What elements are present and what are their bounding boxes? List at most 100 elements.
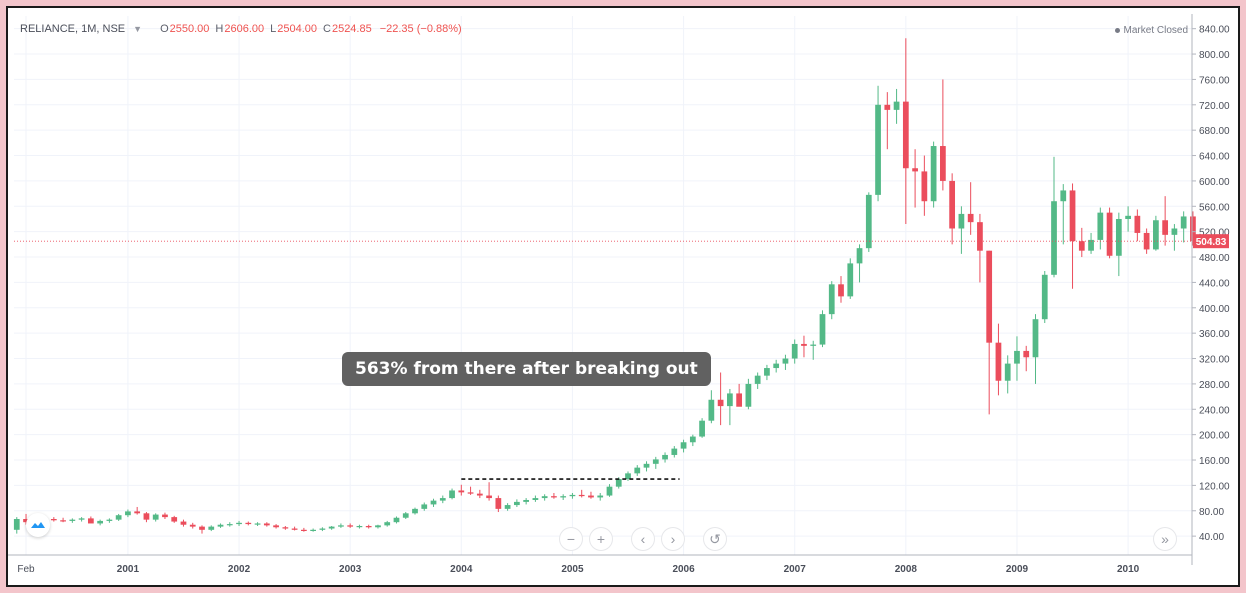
chevron-down-icon[interactable]: ▼ (133, 24, 143, 34)
time-tick-label: 2003 (339, 564, 362, 575)
double-chevron-right-icon[interactable]: » (1154, 528, 1176, 550)
candle-body (1153, 220, 1159, 250)
candle-body (1097, 212, 1104, 240)
candle-body (847, 263, 854, 297)
candle-body (1032, 319, 1039, 358)
candle-body (773, 363, 780, 369)
candle-body (662, 454, 668, 460)
candle-body (1162, 220, 1169, 235)
candle-body (189, 524, 196, 527)
status-dot-icon (1114, 27, 1120, 33)
candle-body (152, 514, 159, 520)
plus-icon[interactable]: + (590, 528, 612, 550)
candle-body (1014, 350, 1020, 364)
candle-body (856, 248, 863, 264)
candle-body (1023, 350, 1030, 358)
candle-body (1115, 218, 1122, 256)
candle-body (486, 495, 492, 499)
candle-body (263, 523, 270, 526)
price-tick-label: 440.00 (1199, 278, 1230, 289)
candle-body (430, 500, 437, 505)
time-tick-label: Feb (17, 564, 35, 575)
candle-body (115, 515, 122, 520)
price-tick-label: 240.00 (1199, 405, 1230, 416)
candle-body (412, 508, 418, 514)
candle-body (967, 213, 974, 223)
tradingview-logo-icon[interactable] (26, 513, 50, 537)
chevron-right-icon[interactable]: › (662, 528, 684, 550)
price-tick-label: 840.00 (1199, 25, 1230, 36)
close-label: C (323, 23, 331, 35)
chevron-left-icon[interactable]: ‹ (632, 528, 654, 550)
candle-body (273, 525, 279, 528)
candle-body (1041, 274, 1048, 320)
time-tick-label: 2005 (561, 564, 584, 575)
candle-body (949, 180, 956, 229)
candle-body (402, 513, 409, 518)
price-tick-label: 800.00 (1199, 50, 1230, 61)
candle-body (828, 284, 835, 315)
candle-body (1106, 212, 1113, 256)
candle-body (819, 314, 826, 345)
candle-body (912, 168, 918, 172)
candle-body (514, 501, 520, 506)
price-tick-label: 640.00 (1199, 152, 1230, 163)
candle-body (801, 343, 807, 346)
annotation-callout: 563% from there after breaking out (342, 352, 711, 386)
candle-body (634, 467, 641, 474)
time-axis: Feb 2001 2002 2003 2004 2005 2006 2007 2008 2009 2… (8, 554, 1192, 575)
candle-body (1004, 363, 1011, 381)
candle-body (921, 171, 928, 202)
price-tick-label: 80.00 (1199, 507, 1224, 518)
candle-body (60, 520, 66, 522)
open-label: O (160, 23, 169, 35)
candle-body (865, 194, 872, 249)
change-value: −22.35 (−0.88%) (379, 23, 462, 35)
candle-body (977, 222, 983, 251)
time-tick-label: 2002 (228, 564, 251, 575)
candle-body (727, 393, 733, 407)
candle-body (958, 213, 965, 229)
candle-body (217, 524, 224, 527)
candle-body (300, 529, 307, 531)
candle-body (606, 486, 613, 496)
candle-body (125, 511, 131, 516)
price-tick-label: 480.00 (1199, 253, 1230, 264)
price-tick-label: 160.00 (1199, 456, 1230, 467)
price-tick-label: 600.00 (1199, 177, 1230, 188)
candle-body (347, 525, 354, 527)
candle-body (291, 528, 298, 530)
candle-body (884, 104, 891, 110)
time-tick-label: 2007 (784, 564, 807, 575)
price-tick-label: 280.00 (1199, 380, 1230, 391)
candle-body (78, 518, 85, 520)
candle-body (328, 526, 335, 529)
candle-body (171, 517, 178, 522)
candle-body (986, 250, 993, 343)
time-tick-label: 2006 (672, 564, 695, 575)
candle-body (810, 344, 817, 346)
price-tick-label: 720.00 (1199, 101, 1230, 112)
price-tick-label: 400.00 (1199, 304, 1230, 315)
time-tick-label: 2001 (117, 564, 140, 575)
chart-container (6, 6, 1240, 587)
candle-body (736, 393, 743, 407)
candle-body (338, 525, 344, 527)
price-tick-label: 560.00 (1199, 202, 1230, 213)
candle-body (791, 343, 798, 359)
candle-body (254, 523, 261, 525)
minus-icon[interactable]: − (560, 528, 582, 550)
open-value: 2550.00 (169, 23, 210, 35)
market-status: Market Closed (1114, 25, 1188, 36)
candle-body (717, 399, 724, 407)
candles (13, 38, 1196, 534)
candle-body (458, 490, 465, 493)
candle-body (467, 492, 474, 494)
symbol-title[interactable]: RELIANCE, 1M, NSE (20, 23, 126, 35)
candle-body (532, 498, 539, 500)
reset-icon[interactable]: ↺ (704, 528, 726, 550)
high-value: 2606.00 (224, 23, 265, 35)
candle-body (384, 522, 391, 526)
candle-body (365, 525, 372, 528)
